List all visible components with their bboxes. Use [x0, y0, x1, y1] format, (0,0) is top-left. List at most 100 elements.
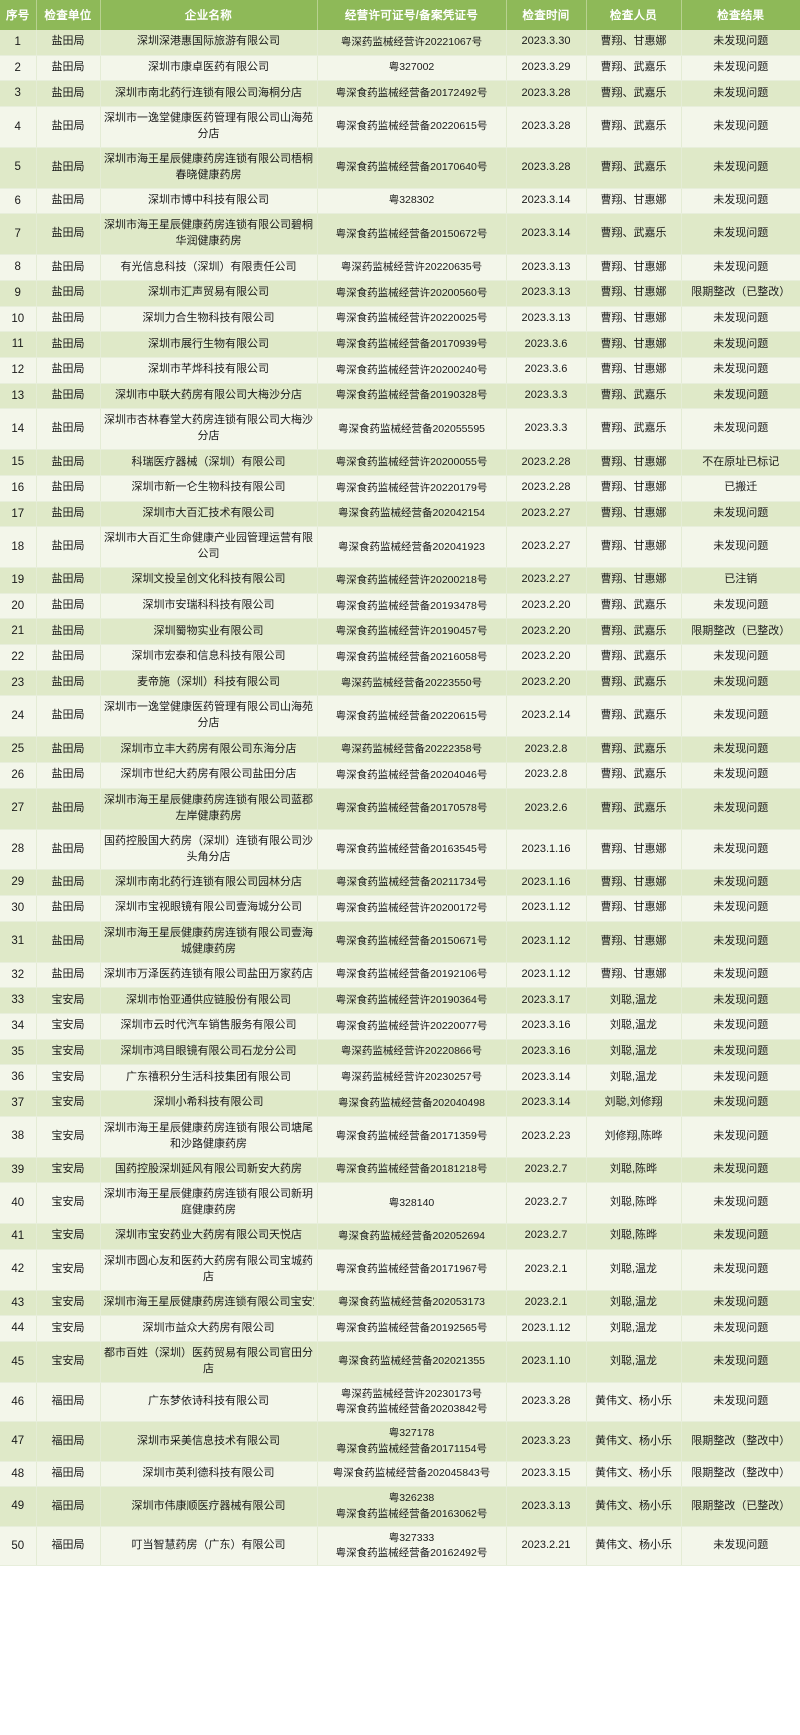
cell-company: 深圳市世纪大药房有限公司盐田分店 [100, 762, 318, 789]
cell-person: 曹翔、甘惠娜 [586, 526, 682, 569]
cell-license: 粤328302 [317, 188, 507, 215]
cell-company: 深圳市汇声贸易有限公司 [100, 280, 318, 307]
table-row: 6 盐田局 深圳市博中科技有限公司 粤328302 2023.3.14 曹翔、甘惠娜 未发现… [0, 188, 800, 215]
table-header: 序号 检查单位 企业名称 经营许可证号/备案凭证号 检查时间 检查人员 检查结果 [0, 0, 800, 30]
table-row: 9 盐田局 深圳市汇声贸易有限公司 粤深食药监械经营许20200560号 2023.3.… [0, 280, 800, 307]
table-row: 21 盐田局 深圳蜀物实业有限公司 粤深食药监械经营许20190457号 2023.2.… [0, 618, 800, 646]
cell-license: 粤深食药监械经营许20200055号 [317, 449, 507, 476]
table-row: 43宝安局深圳市海王星辰健康药房连锁有限公司宝安宝兴楼健康药房粤深食药监械经营备… [0, 1290, 800, 1317]
cell-company: 国药控股深圳延风有限公司新安大药房 [100, 1157, 318, 1184]
cell-unit: 盐田局 [36, 567, 101, 594]
cell-result: 未发现问题 [681, 357, 800, 384]
cell-unit: 宝安局 [36, 1090, 101, 1117]
cell-license: 粤深食药监械经营备20171359号 [317, 1116, 507, 1158]
cell-person: 曹翔、甘惠娜 [586, 306, 682, 333]
cell-date: 2023.2.1 [506, 1249, 587, 1291]
cell-company: 深圳市益众大药房有限公司 [100, 1315, 318, 1342]
cell-unit: 福田局 [36, 1382, 101, 1423]
cell-person: 刘聪,温龙 [586, 1249, 682, 1291]
cell-seq: 18 [0, 526, 37, 569]
cell-unit: 盐田局 [36, 357, 101, 384]
cell-unit: 盐田局 [36, 147, 101, 189]
cell-person: 曹翔、甘惠娜 [586, 280, 682, 307]
cell-unit: 盐田局 [36, 695, 101, 738]
cell-company: 深圳市南北药行连锁有限公司海桐分店 [100, 80, 318, 108]
cell-unit: 盐田局 [36, 106, 101, 148]
cell-date: 2023.1.12 [506, 895, 587, 922]
cell-person: 黄伟文、杨小乐 [586, 1486, 682, 1527]
cell-date: 2023.3.16 [506, 1039, 587, 1066]
cell-license: 粤深食药监械经营许20220025号 [317, 306, 507, 333]
cell-company: 深圳市伟康顺医疗器械有限公司 [100, 1486, 318, 1527]
cell-result: 未发现问题 [681, 1013, 800, 1040]
cell-company: 深圳市海王星辰健康药房连锁有限公司碧桐华润健康药房 [100, 213, 318, 256]
table-row: 36 宝安局 广东禧积分生活科技集团有限公司 粤深药监械经营许20230257号 202… [0, 1064, 800, 1092]
cell-result: 限期整改（已整改） [681, 618, 800, 646]
table-row: 16 盐田局 深圳市新一仑生物科技有限公司 粤深食药监械经营许20220179号 202… [0, 475, 800, 502]
cell-date: 2023.2.23 [506, 1116, 587, 1158]
cell-result: 未发现问题 [681, 1090, 800, 1117]
cell-unit: 盐田局 [36, 30, 101, 56]
cell-date: 2023.2.7 [506, 1157, 587, 1184]
cell-unit: 福田局 [36, 1461, 101, 1488]
cell-seq: 24 [0, 695, 37, 738]
cell-unit: 盐田局 [36, 526, 101, 569]
cell-date: 2023.3.14 [506, 213, 587, 256]
cell-result: 未发现问题 [681, 762, 800, 789]
cell-company: 麦帝施（深圳）科技有限公司 [100, 670, 318, 697]
cell-license: 粤深食药监械经营备202041923 [317, 526, 507, 569]
table-row: 19 盐田局 深圳文投呈创文化科技有限公司 粤深食药监械经营许20200218号 202… [0, 567, 800, 594]
table-row: 38 宝安局 深圳市海王星辰健康药房连锁有限公司塘尾和沙路健康药房 粤深食药监械经营备… [0, 1116, 800, 1158]
cell-seq: 25 [0, 736, 37, 764]
cell-license: 粤326238 粤深食药监械经营备20163062号 [317, 1486, 507, 1527]
cell-seq: 17 [0, 501, 37, 528]
cell-person: 曹翔、武嘉乐 [586, 736, 682, 764]
cell-unit: 盐田局 [36, 788, 101, 830]
cell-result: 未发现问题 [681, 695, 800, 738]
cell-seq: 3 [0, 80, 37, 108]
column-header-seq: 序号 [0, 0, 37, 30]
cell-license: 粤深食药监械经营许20200560号 [317, 280, 507, 307]
cell-date: 2023.3.28 [506, 80, 587, 108]
cell-unit: 盐田局 [36, 736, 101, 764]
table-row: 30 盐田局 深圳市宝视眼镜有限公司壹海城分公司 粤深食药监械经营许20200172号… [0, 895, 800, 922]
cell-date: 2023.1.16 [506, 829, 587, 871]
cell-person: 刘聪,刘修翔 [586, 1090, 682, 1117]
cell-seq: 33 [0, 987, 37, 1014]
cell-unit: 盐田局 [36, 188, 101, 215]
cell-date: 2023.2.7 [506, 1182, 587, 1225]
cell-result: 未发现问题 [681, 106, 800, 148]
cell-unit: 盐田局 [36, 895, 101, 922]
cell-person: 黄伟文、杨小乐 [586, 1382, 682, 1423]
table-row: 48 福田局 深圳市英利德科技有限公司 粤深食药监械经营备202045843号 2023… [0, 1461, 800, 1488]
cell-date: 2023.2.20 [506, 593, 587, 620]
cell-date: 2023.3.3 [506, 408, 587, 451]
cell-company: 深圳小希科技有限公司 [100, 1090, 318, 1117]
cell-unit: 盐田局 [36, 869, 101, 897]
cell-seq: 41 [0, 1223, 37, 1250]
cell-unit: 盐田局 [36, 475, 101, 502]
cell-seq: 14 [0, 408, 37, 451]
cell-result: 限期整改（整改中） [681, 1421, 800, 1462]
table-row: 4 盐田局 深圳市一逸堂健康医药管理有限公司山海苑分店 粤深食药监械经营备202206… [0, 106, 800, 148]
cell-person: 曹翔、甘惠娜 [586, 30, 682, 56]
cell-date: 2023.2.8 [506, 762, 587, 789]
cell-seq: 6 [0, 188, 37, 215]
cell-company: 深圳市海王星辰健康药房连锁有限公司梧桐春晓健康药房 [100, 147, 318, 189]
cell-seq: 40 [0, 1182, 37, 1225]
cell-person: 曹翔、武嘉乐 [586, 618, 682, 646]
cell-unit: 盐田局 [36, 449, 101, 476]
column-header-company: 企业名称 [100, 0, 318, 30]
cell-company: 深圳市海王星辰健康药房连锁有限公司塘尾和沙路健康药房 [100, 1116, 318, 1158]
cell-person: 曹翔、甘惠娜 [586, 869, 682, 897]
cell-result: 未发现问题 [681, 895, 800, 922]
table-row: 32 盐田局 深圳市万泽医药连锁有限公司盐田万家药店 粤深食药监械经营备2019210… [0, 962, 800, 989]
cell-company: 深圳市怡亚通供应链股份有限公司 [100, 987, 318, 1014]
cell-person: 曹翔、甘惠娜 [586, 895, 682, 922]
cell-person: 刘聪,温龙 [586, 1315, 682, 1342]
cell-company: 深圳市英利德科技有限公司 [100, 1461, 318, 1488]
table-row: 40 宝安局 深圳市海王星辰健康药房连锁有限公司新玥庭健康药房 粤328140 2023… [0, 1182, 800, 1225]
cell-unit: 宝安局 [36, 1341, 101, 1383]
cell-person: 曹翔、甘惠娜 [586, 475, 682, 502]
cell-company: 深圳市一逸堂健康医药管理有限公司山海苑分店 [100, 106, 318, 148]
